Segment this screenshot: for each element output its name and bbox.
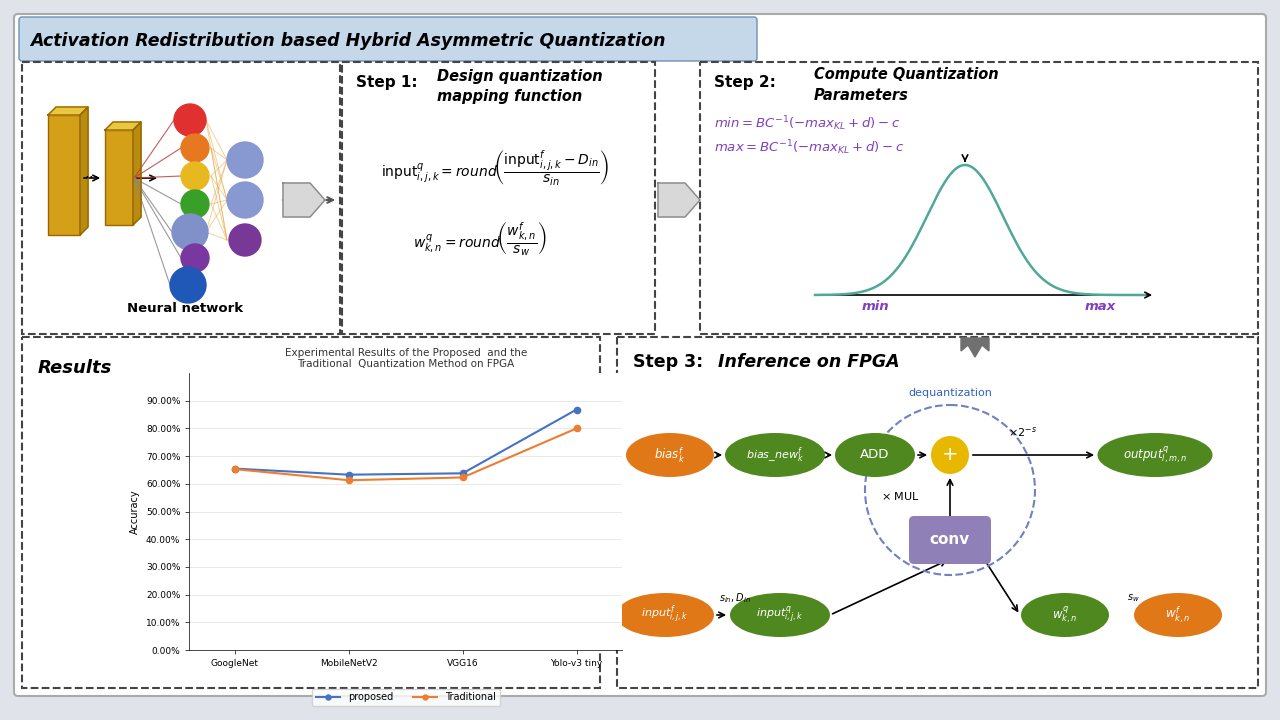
Circle shape <box>172 214 207 250</box>
proposed <box>342 470 357 479</box>
Polygon shape <box>133 122 141 225</box>
Ellipse shape <box>730 593 829 637</box>
Traditional <box>342 476 357 485</box>
Ellipse shape <box>1021 593 1108 637</box>
Ellipse shape <box>931 436 969 474</box>
Text: $bias^f_k$: $bias^f_k$ <box>654 445 686 464</box>
Line: Traditional: Traditional <box>232 426 580 483</box>
Y-axis label: Accuracy: Accuracy <box>131 490 141 534</box>
Text: mapping function: mapping function <box>436 89 582 104</box>
Text: $max = BC^{-1}(-max_{KL} + d) - c$: $max = BC^{-1}(-max_{KL} + d) - c$ <box>714 139 904 158</box>
Text: $min = BC^{-1}(-max_{KL} + d) - c$: $min = BC^{-1}(-max_{KL} + d) - c$ <box>714 114 900 133</box>
Circle shape <box>227 142 262 178</box>
Ellipse shape <box>1134 593 1222 637</box>
FancyBboxPatch shape <box>22 337 600 688</box>
Text: Inference on FPGA: Inference on FPGA <box>718 353 900 371</box>
Text: $\mathrm{input}^q_{i,j,k} = round\!\left(\dfrac{\mathrm{input}^f_{i,j,k} - D_{in: $\mathrm{input}^q_{i,j,k} = round\!\left… <box>381 148 609 187</box>
Polygon shape <box>658 183 700 217</box>
Ellipse shape <box>626 433 714 477</box>
Polygon shape <box>105 122 141 130</box>
Title: Experimental Results of the Proposed  and the
Traditional  Quantization Method o: Experimental Results of the Proposed and… <box>284 348 527 369</box>
Circle shape <box>180 134 209 162</box>
Line: proposed: proposed <box>232 406 580 478</box>
Ellipse shape <box>835 433 915 477</box>
Circle shape <box>180 162 209 190</box>
Circle shape <box>227 182 262 218</box>
proposed <box>454 469 470 477</box>
FancyBboxPatch shape <box>22 62 340 334</box>
Traditional <box>454 473 470 482</box>
proposed <box>568 405 584 414</box>
Text: $w^f_{k,n}$: $w^f_{k,n}$ <box>1165 605 1190 626</box>
Legend: proposed, Traditional: proposed, Traditional <box>312 688 499 706</box>
FancyBboxPatch shape <box>700 62 1258 334</box>
Text: min: min <box>861 300 888 313</box>
Text: ···: ··· <box>84 171 100 186</box>
Text: $\times 2^{-s}$: $\times 2^{-s}$ <box>1009 425 1037 439</box>
Text: Activation Redistribution based Hybrid Asymmetric Quantization: Activation Redistribution based Hybrid A… <box>29 32 666 50</box>
Text: $bias\_new^f_k$: $bias\_new^f_k$ <box>746 445 804 465</box>
Text: $input^f_{i,j,k}$: $input^f_{i,j,k}$ <box>641 604 689 626</box>
Text: Neural network: Neural network <box>127 302 243 315</box>
FancyBboxPatch shape <box>617 337 1258 688</box>
Text: $w^q_{k,n}$: $w^q_{k,n}$ <box>1052 605 1078 626</box>
FancyBboxPatch shape <box>342 62 655 334</box>
Text: +: + <box>942 446 959 464</box>
FancyBboxPatch shape <box>105 130 133 225</box>
proposed <box>228 464 243 473</box>
Text: $s_{in}, D_{in}$: $s_{in}, D_{in}$ <box>719 591 751 605</box>
Text: $\times$ MUL: $\times$ MUL <box>881 490 919 502</box>
Polygon shape <box>79 107 88 235</box>
Ellipse shape <box>1097 433 1212 477</box>
Circle shape <box>180 244 209 272</box>
Text: $s_w$: $s_w$ <box>1126 592 1139 604</box>
Text: Parameters: Parameters <box>814 88 909 102</box>
Ellipse shape <box>616 593 714 637</box>
Text: max: max <box>1084 300 1116 313</box>
Text: conv: conv <box>929 533 970 547</box>
Text: Step 1:: Step 1: <box>356 74 417 89</box>
FancyBboxPatch shape <box>49 115 79 235</box>
Text: $input^q_{i,j,k}$: $input^q_{i,j,k}$ <box>756 605 804 626</box>
Traditional <box>568 424 584 433</box>
FancyBboxPatch shape <box>14 14 1266 696</box>
Polygon shape <box>961 338 989 357</box>
Ellipse shape <box>724 433 826 477</box>
Polygon shape <box>605 440 620 480</box>
FancyBboxPatch shape <box>19 17 756 61</box>
Circle shape <box>180 190 209 218</box>
Text: Step 3:: Step 3: <box>634 353 709 371</box>
Polygon shape <box>283 183 325 217</box>
Text: Design quantization: Design quantization <box>436 68 603 84</box>
Traditional <box>228 465 243 474</box>
Text: ADD: ADD <box>860 449 890 462</box>
Text: $output^q_{l,m,n}$: $output^q_{l,m,n}$ <box>1123 444 1187 466</box>
Text: Results: Results <box>38 359 113 377</box>
Text: dequantization: dequantization <box>908 388 992 398</box>
FancyBboxPatch shape <box>909 516 991 564</box>
Polygon shape <box>49 107 88 115</box>
Text: Step 2:: Step 2: <box>714 74 776 89</box>
Text: $w^q_{k,n} = round\!\left(\dfrac{w^f_{k,n}}{s_w}\right)$: $w^q_{k,n} = round\!\left(\dfrac{w^f_{k,… <box>413 221 547 259</box>
Circle shape <box>229 224 261 256</box>
Circle shape <box>170 267 206 303</box>
Text: Compute Quantization: Compute Quantization <box>814 66 998 81</box>
Circle shape <box>174 104 206 136</box>
